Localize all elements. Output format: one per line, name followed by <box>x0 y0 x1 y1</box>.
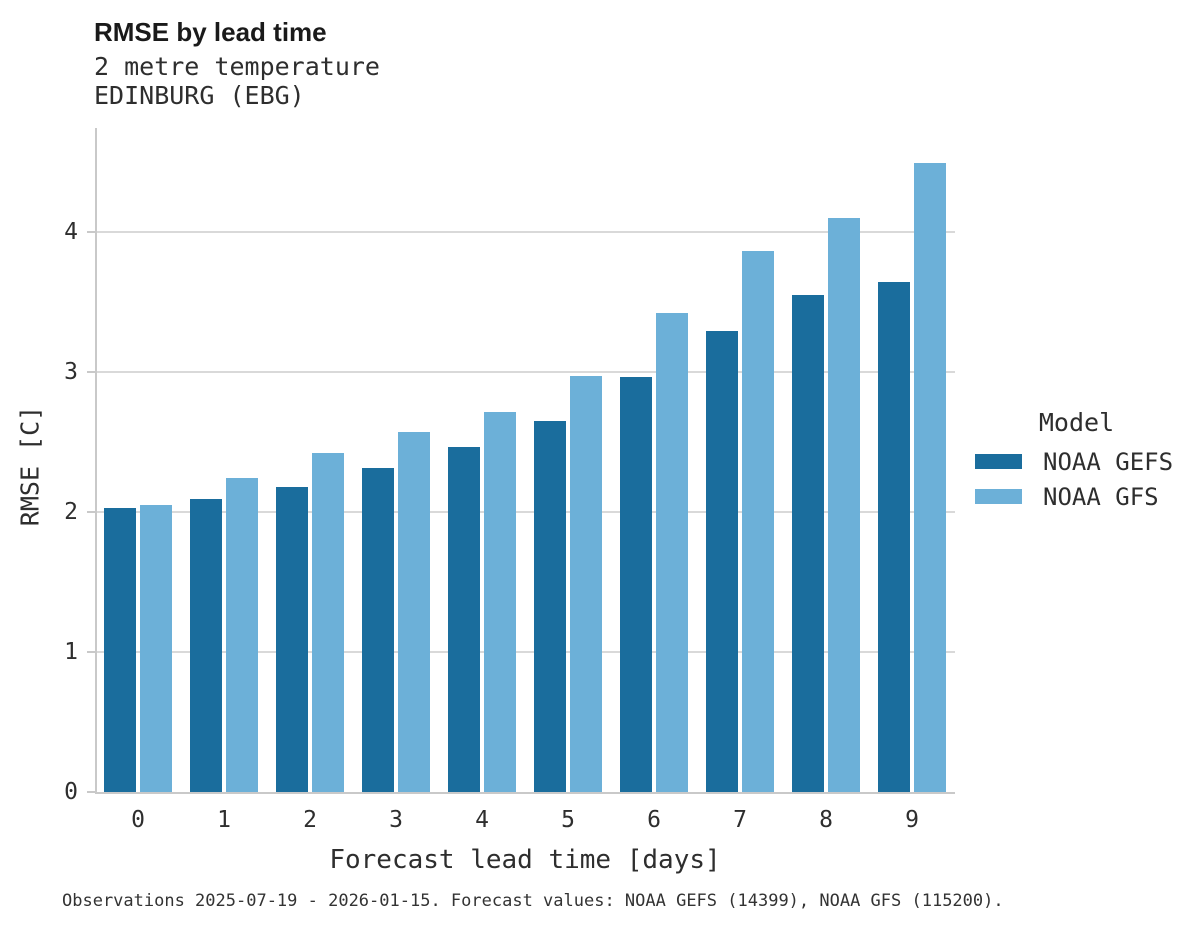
y-tick-mark-2 <box>87 510 95 513</box>
bar-noaa-gfs-day-9 <box>914 163 946 792</box>
footer-caption: Observations 2025-07-19 - 2026-01-15. Fo… <box>62 891 1004 911</box>
x-tick-label-2: 2 <box>303 807 317 833</box>
bar-noaa-gfs-day-6 <box>656 313 688 792</box>
bar-noaa-gefs-day-1 <box>190 499 222 792</box>
x-tick-label-6: 6 <box>647 807 661 833</box>
y-tick-label-0: 0 <box>64 779 78 805</box>
y-axis-spine <box>95 128 97 792</box>
bar-noaa-gefs-day-3 <box>362 468 394 792</box>
legend-entry-noaa-gefs: NOAA GEFS <box>973 444 1180 479</box>
legend-entry-noaa-gfs: NOAA GFS <box>973 479 1180 514</box>
bar-noaa-gefs-day-0 <box>104 508 136 792</box>
gridline-y-4 <box>95 230 955 233</box>
bar-noaa-gefs-day-8 <box>792 295 824 792</box>
x-tick-label-5: 5 <box>561 807 575 833</box>
y-tick-mark-0 <box>87 791 95 793</box>
x-tick-label-7: 7 <box>733 807 747 833</box>
y-tick-label-2: 2 <box>64 498 78 525</box>
bar-noaa-gfs-day-5 <box>570 376 602 792</box>
bar-noaa-gfs-day-8 <box>828 218 860 792</box>
bar-noaa-gfs-day-7 <box>742 251 774 792</box>
y-tick-mark-4 <box>87 230 95 233</box>
bar-noaa-gfs-day-3 <box>398 432 430 792</box>
bar-noaa-gfs-day-0 <box>140 505 172 792</box>
x-axis-title: Forecast lead time [days] <box>329 845 721 875</box>
legend-label: NOAA GEFS <box>1043 447 1174 476</box>
y-tick-mark-1 <box>87 650 95 653</box>
bar-noaa-gfs-day-2 <box>312 453 344 792</box>
gridline-y-3 <box>95 370 955 373</box>
legend-label: NOAA GFS <box>1043 482 1159 511</box>
y-tick-label-3: 3 <box>64 358 78 385</box>
y-tick-label-1: 1 <box>64 638 78 665</box>
legend-swatch-icon <box>975 489 1022 504</box>
x-tick-label-0: 0 <box>131 807 145 833</box>
chart-subtitle-variable: 2 metre temperature <box>94 52 380 81</box>
x-tick-label-9: 9 <box>905 807 919 833</box>
bar-noaa-gefs-day-9 <box>878 282 910 792</box>
x-tick-label-1: 1 <box>217 807 231 833</box>
x-tick-label-4: 4 <box>475 807 489 833</box>
bar-noaa-gefs-day-5 <box>534 421 566 792</box>
bar-noaa-gefs-day-2 <box>276 487 308 792</box>
legend-swatch-icon <box>975 454 1022 469</box>
bar-noaa-gefs-day-6 <box>620 377 652 792</box>
chart-title: RMSE by lead time <box>94 17 327 47</box>
bar-noaa-gfs-day-4 <box>484 412 516 792</box>
bar-noaa-gfs-day-1 <box>226 478 258 792</box>
bar-noaa-gefs-day-7 <box>706 331 738 792</box>
bar-noaa-gefs-day-4 <box>448 447 480 792</box>
gridline-y-1 <box>95 650 955 653</box>
gridline-y-2 <box>95 510 955 513</box>
legend-entries: NOAA GEFS NOAA GFS <box>973 444 1180 514</box>
x-axis-spine <box>95 792 955 794</box>
plot-area <box>87 128 955 794</box>
legend: Model NOAA GEFS NOAA GFS <box>973 408 1180 514</box>
x-tick-label-8: 8 <box>819 807 833 833</box>
y-tick-label-4: 4 <box>64 218 78 245</box>
y-tick-mark-3 <box>87 370 95 373</box>
chart-subtitle-station: EDINBURG (EBG) <box>94 81 305 110</box>
legend-title: Model <box>1038 408 1115 437</box>
x-tick-label-3: 3 <box>389 807 403 833</box>
